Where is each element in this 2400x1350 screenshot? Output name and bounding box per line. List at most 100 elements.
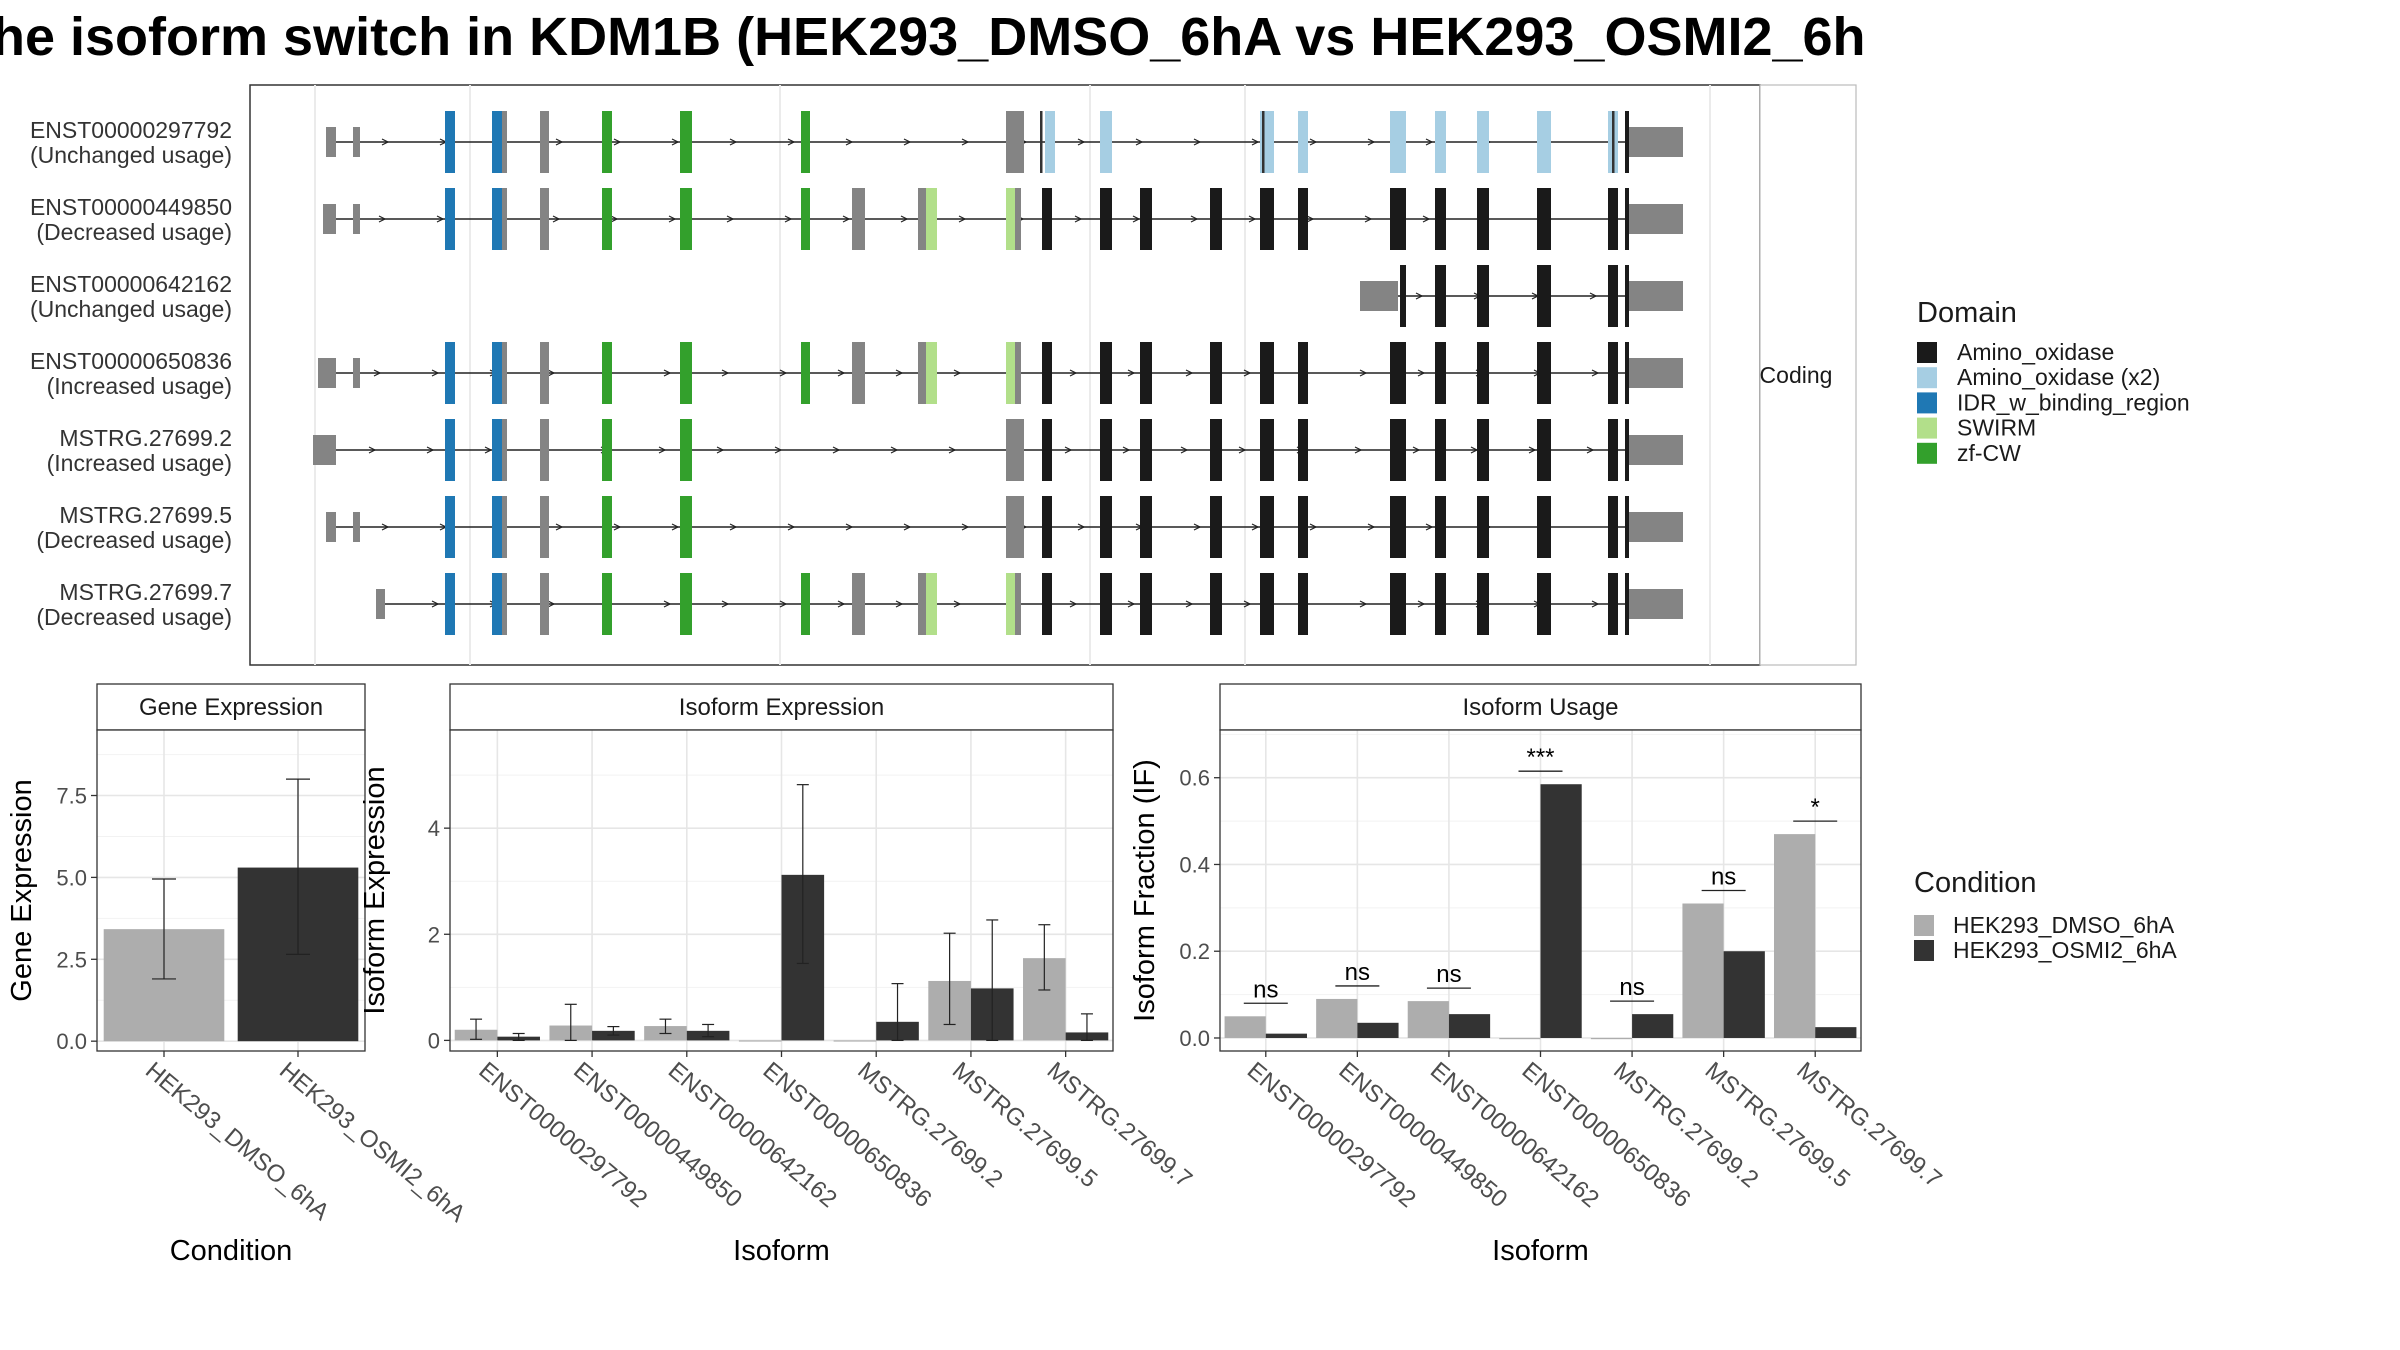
bar	[1224, 1016, 1266, 1038]
panel-strip	[1219, 683, 1862, 731]
bar	[1448, 1014, 1491, 1038]
exon	[1100, 188, 1112, 250]
exon	[602, 111, 612, 173]
bar	[1723, 951, 1765, 1038]
exon	[680, 496, 692, 558]
y-axis-title: Gene Expression	[6, 779, 38, 1001]
exon	[1435, 419, 1446, 481]
utr-tail-exon	[1629, 204, 1683, 234]
transcript-track: MSTRG.27699.5(Decreased usage)	[36, 496, 1683, 558]
utr-exon	[318, 358, 336, 388]
exon	[502, 419, 507, 481]
y-axis-title: Isoform Fraction (IF)	[1129, 759, 1161, 1022]
direction-arrow	[787, 138, 796, 146]
transcript-id-label: MSTRG.27699.7	[59, 579, 232, 605]
exon	[1006, 342, 1016, 404]
exon	[540, 111, 549, 173]
y-tick-label: 2	[428, 922, 440, 947]
direction-arrow	[1064, 446, 1073, 454]
direction-arrow	[1417, 369, 1426, 377]
exon	[680, 419, 692, 481]
exon	[1140, 496, 1152, 558]
transcript-id-label: MSTRG.27699.2	[59, 425, 232, 451]
exon	[1210, 496, 1222, 558]
direction-arrow	[1359, 369, 1368, 377]
direction-arrow	[953, 600, 962, 608]
bar-chart-panel: Isoform Usage 0.0 0.2 0.4 0.6 Isoform Fractio…	[1129, 683, 1947, 1267]
exon	[445, 573, 455, 635]
exon	[1140, 419, 1152, 481]
y-tick-label: 4	[428, 816, 440, 841]
direction-arrow	[552, 215, 561, 223]
direction-arrow	[1180, 446, 1189, 454]
exon	[1390, 573, 1406, 635]
last-coding-exon	[1625, 188, 1629, 250]
exon	[1537, 496, 1551, 558]
exon	[1260, 496, 1274, 558]
direction-arrow	[1309, 138, 1318, 146]
transcript-usage-label: (Unchanged usage)	[30, 142, 232, 168]
bar	[1815, 1027, 1857, 1038]
direction-arrow	[1306, 215, 1315, 223]
exon	[852, 573, 865, 635]
exon	[1100, 111, 1112, 173]
transcript-id-label: ENST00000449850	[30, 194, 232, 220]
direction-arrow	[368, 446, 377, 454]
exon	[801, 573, 810, 635]
exon	[926, 188, 937, 250]
direction-arrow	[1309, 523, 1318, 531]
x-tick-label: ENST00000297792	[474, 1057, 653, 1213]
bar	[1632, 1014, 1674, 1038]
last-coding-exon	[1625, 265, 1629, 327]
direction-arrow	[1122, 446, 1131, 454]
direction-arrow	[1069, 600, 1078, 608]
domain-legend-label: Amino_oxidase (x2)	[1957, 364, 2160, 390]
exon	[1477, 265, 1489, 327]
exon-boundary	[1612, 111, 1615, 173]
domain-legend-title: Domain	[1917, 297, 2017, 329]
exon	[680, 111, 692, 173]
exon	[445, 342, 455, 404]
exon	[1390, 419, 1406, 481]
direction-arrow	[1417, 600, 1426, 608]
exon	[1435, 265, 1446, 327]
exon	[492, 573, 502, 635]
direction-arrow	[837, 369, 846, 377]
utr-exon	[1360, 281, 1398, 311]
direction-arrow	[1193, 138, 1202, 146]
x-tick-label: ENST00000642162	[663, 1057, 842, 1213]
x-axis-title: Condition	[170, 1235, 293, 1267]
exon	[918, 188, 928, 250]
panel-strip-label: Isoform Expression	[679, 694, 884, 721]
x-tick-label: ENST00000642162	[1425, 1057, 1604, 1213]
direction-arrow	[373, 369, 382, 377]
exon	[1006, 188, 1016, 250]
transcript-id-label: ENST00000650836	[30, 348, 232, 374]
panel-strip	[96, 683, 366, 731]
exon	[1390, 496, 1406, 558]
transcript-id-label: ENST00000642162	[30, 271, 232, 297]
transcript-track: ENST00000449850(Decreased usage)	[30, 188, 1683, 250]
exon	[1260, 419, 1274, 481]
exon	[1435, 342, 1446, 404]
exon	[1015, 342, 1021, 404]
exon	[1042, 496, 1052, 558]
transcript-usage-label: (Unchanged usage)	[30, 296, 232, 322]
utr-exon	[353, 127, 360, 157]
direction-arrow	[1127, 600, 1136, 608]
direction-arrow	[1135, 138, 1144, 146]
exon	[1045, 111, 1055, 173]
direction-arrow	[671, 138, 680, 146]
exon	[602, 188, 612, 250]
exon	[1608, 188, 1618, 250]
y-tick-label: 5.0	[56, 865, 87, 890]
exon	[502, 188, 507, 250]
direction-arrow	[1190, 215, 1199, 223]
direction-arrow	[436, 215, 445, 223]
last-coding-exon	[1625, 419, 1629, 481]
direction-arrow	[1422, 215, 1431, 223]
transcript-usage-label: (Decreased usage)	[36, 219, 232, 245]
panel-strip-label: Gene Expression	[139, 694, 323, 721]
exon	[1400, 265, 1406, 327]
